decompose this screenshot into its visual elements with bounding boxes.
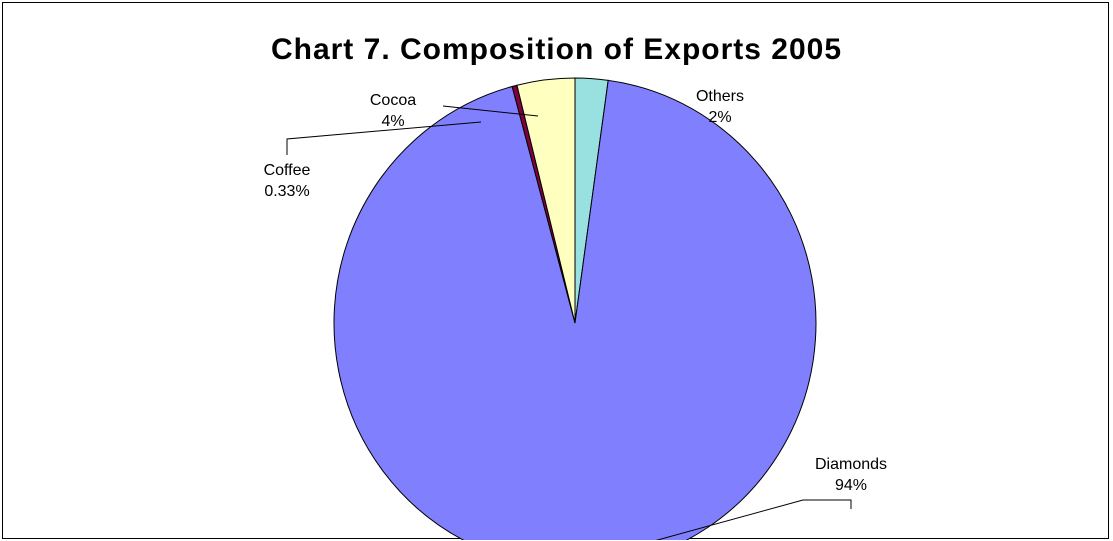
slice-label-others: Others (696, 88, 744, 105)
pie-slice-cocoa (516, 77, 576, 324)
slice-label-cocoa: Cocoa (370, 92, 416, 109)
leader-line-coffee (286, 121, 482, 155)
slice-pct-label-coffee: 0.33% (264, 183, 309, 200)
slice-pct-label-cocoa: 4% (381, 113, 404, 130)
pie-slice-diamonds (333, 79, 817, 540)
pie-chart: Others 2% Diamonds 94% Coffee 0.33% Cocoa 4% (264, 77, 887, 540)
slice-pct-label-others: 2% (708, 109, 731, 126)
leader-line-cocoa (442, 105, 539, 117)
leader-line-diamonds (655, 499, 852, 540)
slice-label-coffee: Coffee (264, 162, 311, 179)
slice-pct-label-diamonds: 94% (835, 477, 867, 494)
slice-label-diamonds: Diamonds (815, 456, 887, 473)
chart-title: Chart 7. Composition of Exports 2005 (270, 33, 843, 66)
